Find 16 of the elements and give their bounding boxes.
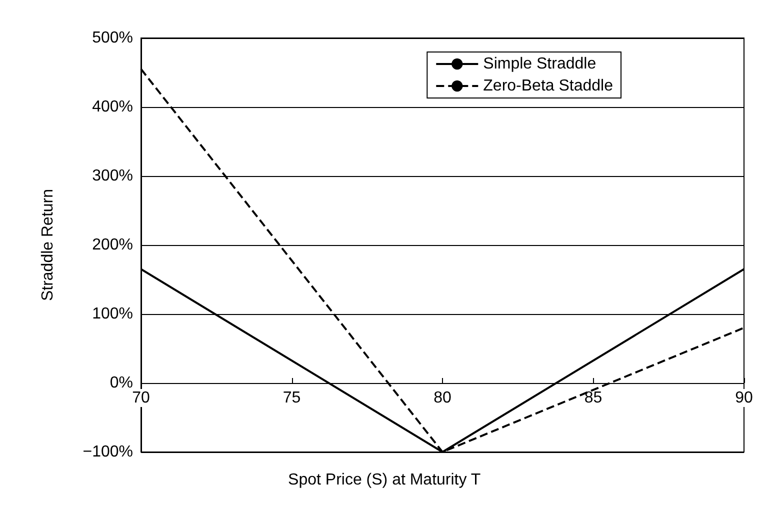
y-tick-label: 300%: [92, 168, 133, 184]
y-tick-label: 400%: [92, 98, 133, 116]
y-tick-label: 100%: [92, 306, 133, 322]
x-tick-label: 70: [132, 390, 150, 406]
x-tick-label: 85: [584, 390, 602, 406]
y-axis-title: Straddle Return: [40, 188, 56, 302]
y-tick-label: −100%: [82, 444, 133, 460]
y-tick-label: 0%: [110, 374, 133, 392]
x-tick-label: 75: [282, 390, 301, 406]
legend-label: Simple Straddle: [483, 56, 596, 72]
legend-label: Zero-Beta Staddle: [483, 78, 614, 94]
y-tick-label: 500%: [92, 30, 133, 46]
x-tick-label: 90: [735, 390, 753, 406]
x-axis-title: Spot Price (S) at Maturity T: [288, 472, 481, 488]
y-tick-label: 200%: [92, 236, 133, 254]
x-tick-label: 80: [434, 390, 452, 406]
